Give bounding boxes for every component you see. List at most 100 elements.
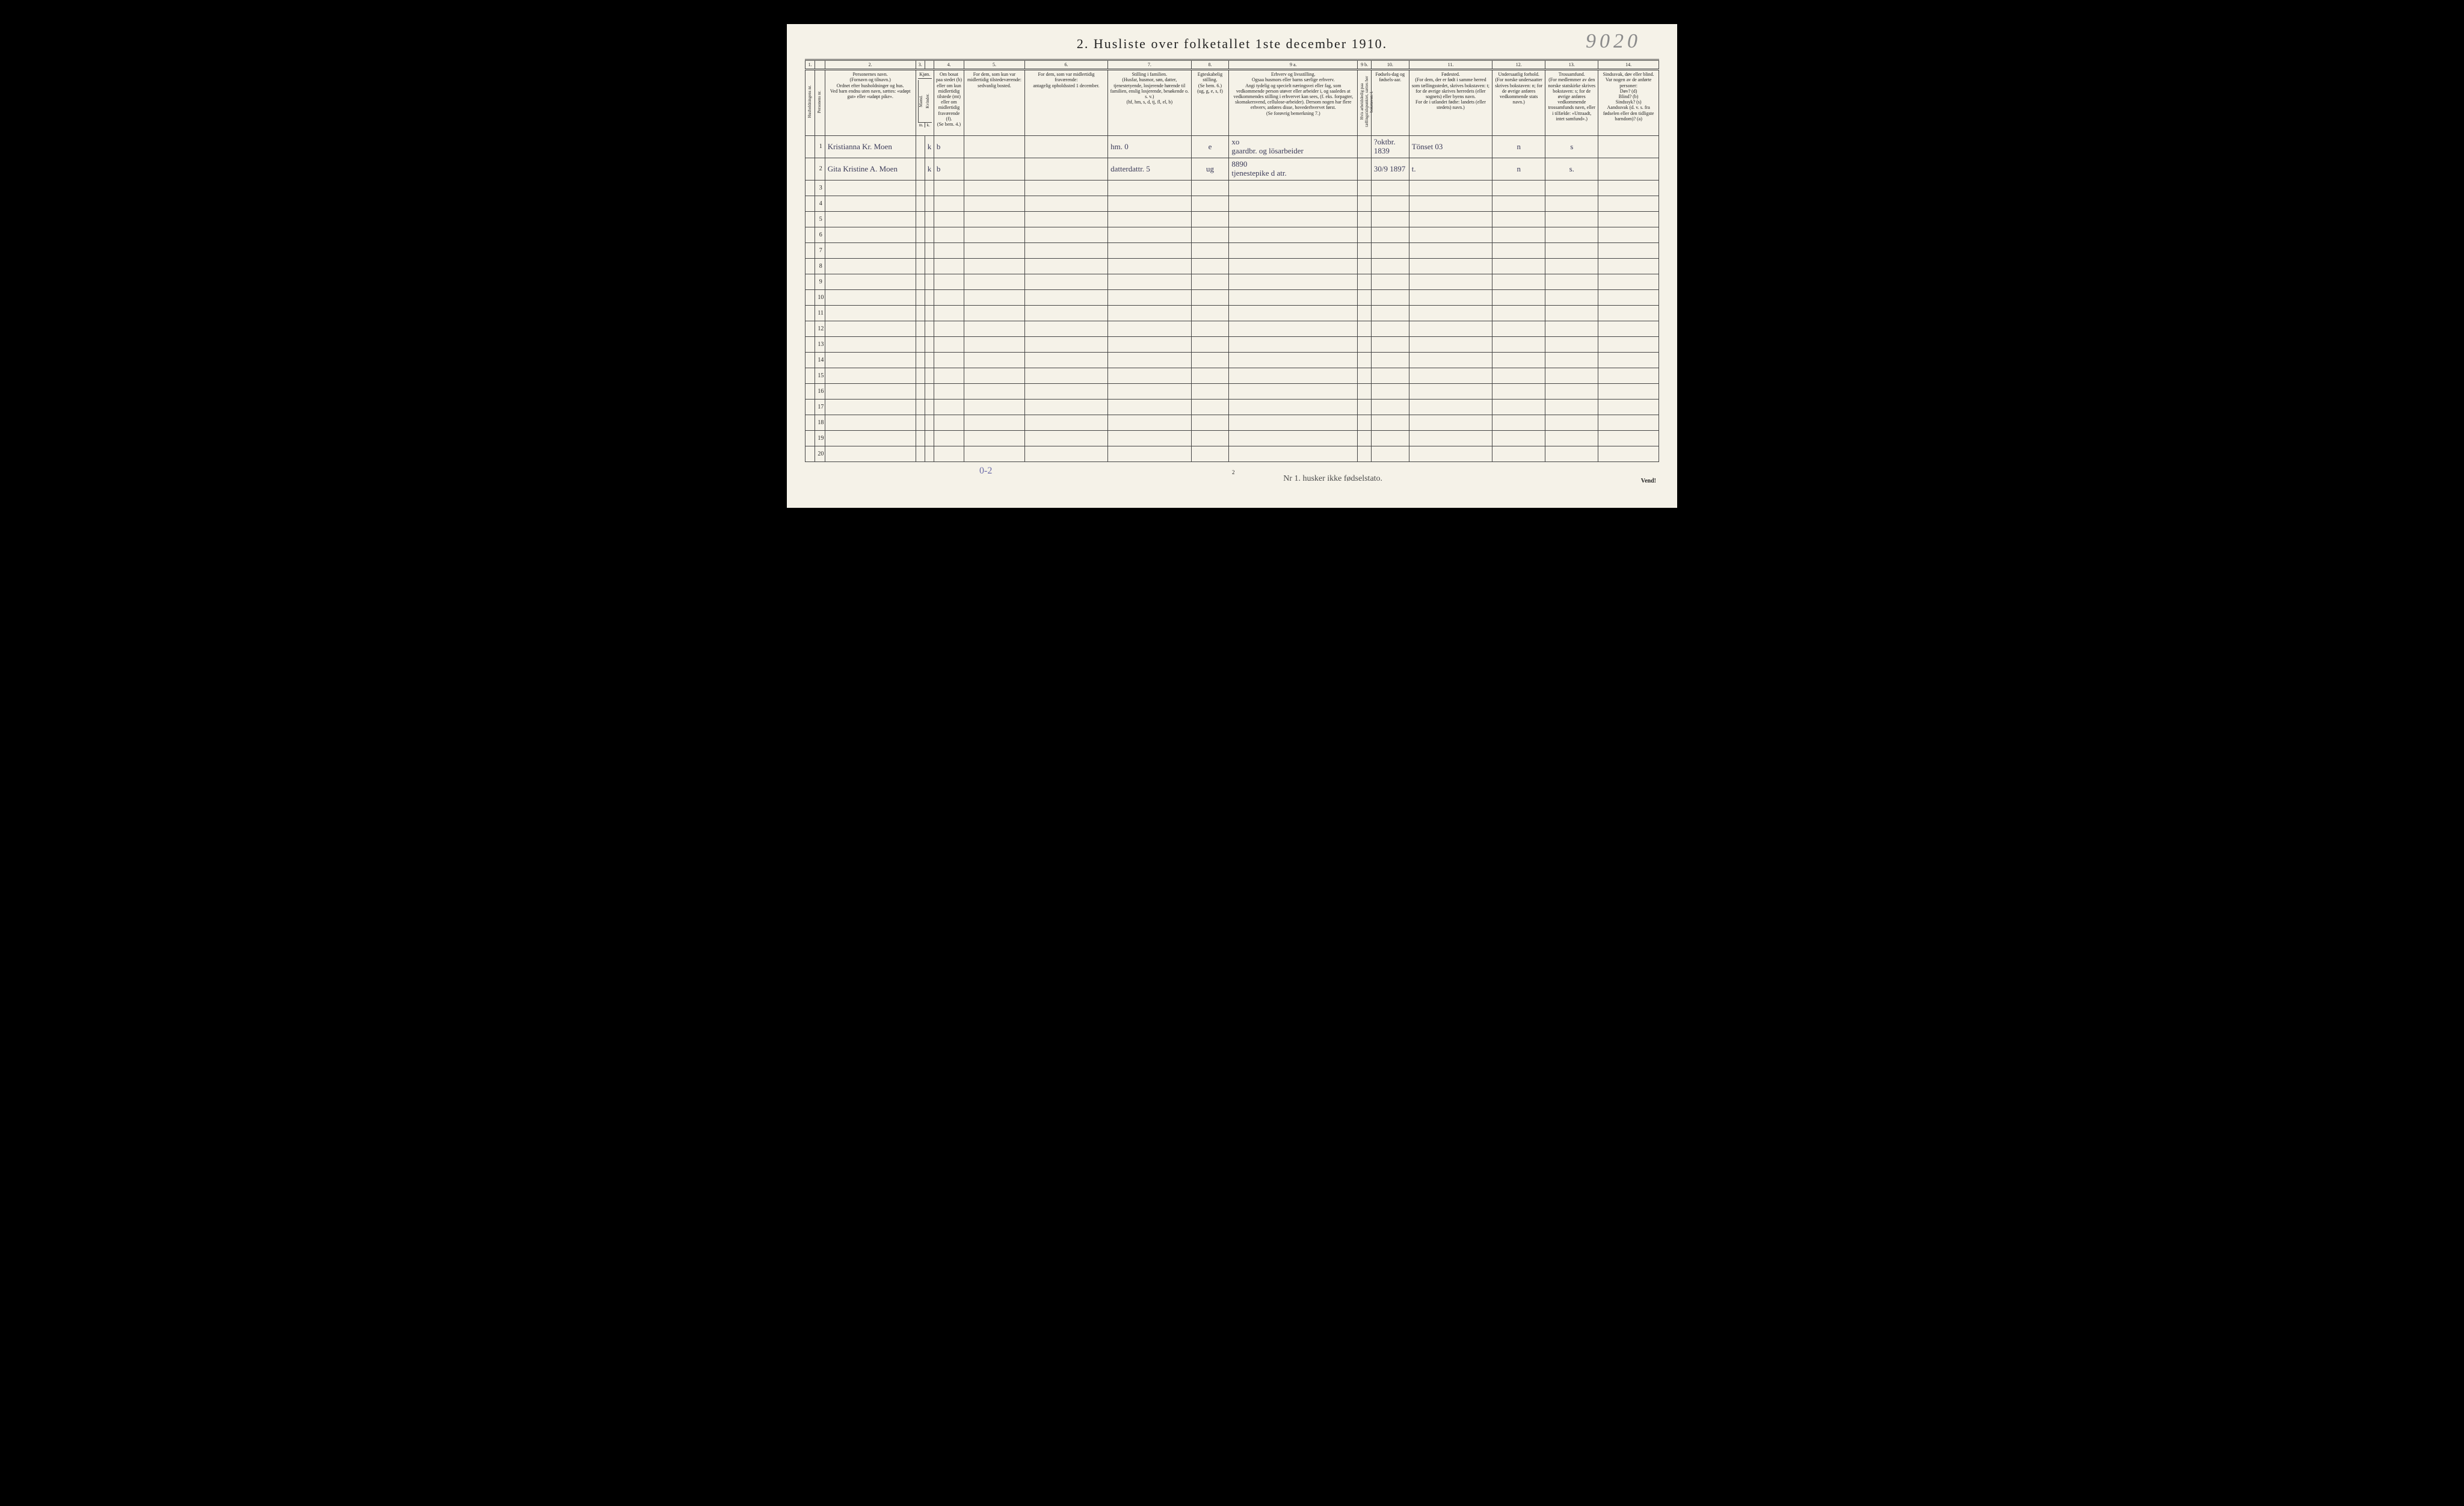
cell: 4: [815, 196, 825, 211]
cell: [1024, 336, 1107, 352]
cell: hm. 0: [1108, 136, 1191, 158]
cell: [916, 415, 925, 430]
cell: [1598, 289, 1659, 305]
cell: [805, 211, 815, 227]
cell: [1229, 274, 1358, 289]
cell: [1108, 383, 1191, 399]
cell: [1409, 211, 1492, 227]
cell: 9: [815, 274, 825, 289]
cell: [1545, 321, 1598, 336]
cell: [1229, 258, 1358, 274]
cell: [1371, 430, 1409, 446]
cell: [1371, 180, 1409, 196]
cell: [825, 399, 916, 415]
table-row: 6: [805, 227, 1659, 242]
cell: [916, 242, 925, 258]
cell: [1409, 352, 1492, 368]
cell: [916, 305, 925, 321]
cell: [1409, 196, 1492, 211]
cell: [1545, 368, 1598, 383]
cell: [1409, 383, 1492, 399]
cell: [934, 336, 964, 352]
cell: [1108, 211, 1191, 227]
cell: 17: [815, 399, 825, 415]
cell: [1191, 305, 1229, 321]
cell: s.: [1545, 158, 1598, 181]
cell: [934, 180, 964, 196]
cell: [934, 196, 964, 211]
cell: [925, 415, 934, 430]
cell: [1024, 227, 1107, 242]
cell: [964, 430, 1025, 446]
cell: 18: [815, 415, 825, 430]
cell: [925, 446, 934, 461]
cell: [1108, 446, 1191, 461]
cell: [1024, 274, 1107, 289]
cell: [1545, 336, 1598, 352]
cell: [1371, 258, 1409, 274]
cell: [1598, 368, 1659, 383]
cell: [1229, 321, 1358, 336]
cell: [825, 321, 916, 336]
cell: [1024, 196, 1107, 211]
cell: [825, 180, 916, 196]
cell: [1108, 430, 1191, 446]
cell: [1358, 227, 1372, 242]
col-number: [925, 60, 934, 70]
cell: [925, 258, 934, 274]
cell: 30/9 1897: [1371, 158, 1409, 181]
col-number: 7.: [1108, 60, 1191, 70]
cell: [1024, 446, 1107, 461]
cell: [1108, 415, 1191, 430]
table-row: 4: [805, 196, 1659, 211]
col-header: Fødested. (For dem, der er født i samme …: [1409, 70, 1492, 136]
cell: [1024, 289, 1107, 305]
cell: [1358, 368, 1372, 383]
cell: [964, 180, 1025, 196]
cell: [1358, 446, 1372, 461]
cell: [925, 242, 934, 258]
cell: [1545, 305, 1598, 321]
cell: [1492, 242, 1545, 258]
cell: [1191, 180, 1229, 196]
table-row: 13: [805, 336, 1659, 352]
cell: [1108, 180, 1191, 196]
cell: [1492, 196, 1545, 211]
col-number: 5.: [964, 60, 1025, 70]
cell: [934, 430, 964, 446]
cell: [825, 211, 916, 227]
cell: [1492, 383, 1545, 399]
cell: [1492, 368, 1545, 383]
cell: [1024, 258, 1107, 274]
cell: [805, 336, 815, 352]
cell: [1191, 196, 1229, 211]
cell: [934, 258, 964, 274]
cell: [1024, 136, 1107, 158]
cell: [1191, 368, 1229, 383]
cell: [805, 430, 815, 446]
cell: [964, 352, 1025, 368]
cell: [825, 258, 916, 274]
cell: [825, 415, 916, 430]
table-row: 2Gita Kristine A. Moenkbdatterdattr. 5ug…: [805, 158, 1659, 181]
cell: [1409, 415, 1492, 430]
table-row: 3: [805, 180, 1659, 196]
cell: [1024, 242, 1107, 258]
cell: [1229, 352, 1358, 368]
cell: [916, 274, 925, 289]
cell: ?oktbr. 1839: [1371, 136, 1409, 158]
cell: [1024, 415, 1107, 430]
cell: [1358, 242, 1372, 258]
footer-area: 0-2 2 Nr 1. husker ikke fødselstato. Ven…: [805, 466, 1659, 490]
col-number: 12.: [1492, 60, 1545, 70]
cell: [1229, 368, 1358, 383]
cell: [916, 289, 925, 305]
cell: [805, 242, 815, 258]
cell: 11: [815, 305, 825, 321]
cell: [805, 399, 815, 415]
cell: [964, 274, 1025, 289]
cell: [1545, 227, 1598, 242]
cell: [934, 446, 964, 461]
cell: [1598, 158, 1659, 181]
cell: [1371, 305, 1409, 321]
